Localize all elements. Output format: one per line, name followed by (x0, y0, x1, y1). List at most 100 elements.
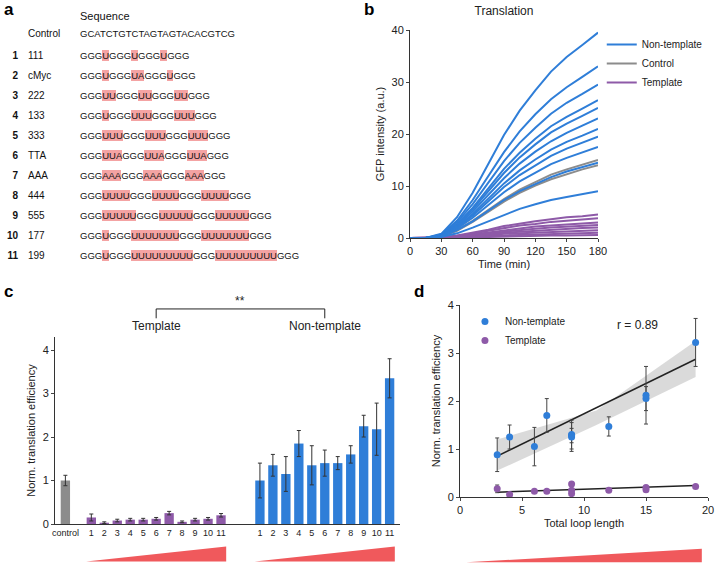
svg-text:**: ** (235, 294, 245, 308)
html-text:Control: Control (28, 28, 61, 39)
html-text:GGG U GGG U GGG U GGG: GGG U GGG U GGG U GGG (80, 50, 190, 61)
html-text:133: 133 (28, 110, 45, 121)
svg-text:15: 15 (640, 504, 652, 516)
html-text:177: 177 (28, 230, 45, 241)
html-text:cMyc: cMyc (28, 70, 52, 81)
svg-text:1: 1 (257, 528, 262, 538)
svg-text:0: 0 (448, 491, 454, 503)
svg-text:7: 7 (167, 528, 172, 538)
html-text:TTA: TTA (28, 150, 47, 161)
svg-text:Non-template: Non-template (289, 319, 361, 333)
svg-text:4: 4 (43, 344, 49, 356)
svg-text:4: 4 (448, 299, 454, 311)
svg-text:30: 30 (435, 245, 447, 257)
html-text:GGG UUU GGG UUU GGG UUU GGG: GGG UUU GGG UUU GGG UUU GGG (80, 130, 231, 141)
html-text:111: 111 (28, 50, 44, 61)
svg-text:11: 11 (385, 528, 394, 538)
html-text:GGG U GGG UA GGG U GGG: GGG U GGG UA GGG U GGG (80, 70, 196, 81)
svg-text:Template: Template (505, 335, 546, 346)
svg-text:Total loop length: Total loop length (544, 517, 624, 529)
html-text:333: 333 (28, 130, 45, 141)
svg-text:2: 2 (448, 395, 454, 407)
html-text:555: 555 (28, 210, 45, 221)
svg-text:10: 10 (203, 528, 213, 538)
html-text:Sequence: Sequence (80, 10, 130, 22)
svg-text:Norm. translation efficiency: Norm. translation efficiency (430, 334, 442, 467)
svg-text:8: 8 (348, 528, 353, 538)
html-text:c: c (4, 282, 14, 301)
svg-text:0: 0 (43, 518, 49, 530)
html-text:1: 1 (12, 50, 18, 61)
html-text:GGG UU GGG UU GGG UU GGG: GGG UU GGG UU GGG UU GGG (80, 90, 210, 101)
html-text:b: b (364, 0, 375, 19)
svg-text:2: 2 (102, 528, 107, 538)
html-text:GGG U GGG UUU GGG UUU GGG: GGG U GGG UUU GGG UUU GGG (80, 110, 217, 121)
svg-text:10: 10 (578, 504, 590, 516)
svg-text:Template: Template (642, 77, 683, 88)
svg-text:9: 9 (193, 528, 198, 538)
svg-text:Non-template: Non-template (642, 39, 702, 50)
svg-text:Norm. translation efficiency: Norm. translation efficiency (25, 364, 37, 497)
svg-text:60: 60 (467, 245, 479, 257)
svg-text:2: 2 (270, 528, 275, 538)
svg-text:20: 20 (702, 504, 714, 516)
html-text:GGG U GGG UUUUUUU GGG UUUUUUU: GGG U GGG UUUUUUU GGG UUUUUUU GGG (80, 230, 272, 241)
html-text:444: 444 (28, 190, 45, 201)
svg-text:11: 11 (216, 528, 225, 538)
svg-text:4: 4 (296, 528, 301, 538)
html-text:d: d (414, 282, 425, 301)
svg-text:Time (min): Time (min) (478, 258, 530, 270)
svg-text:150: 150 (557, 245, 575, 257)
svg-text:1: 1 (89, 528, 94, 538)
svg-text:3: 3 (43, 387, 49, 399)
svg-text:0: 0 (457, 504, 463, 516)
html-text:GGG UUUU GGG UUUU GGG UUUU GGG: GGG UUUU GGG UUUU GGG UUUU GGG (80, 190, 251, 201)
html-text:222: 222 (28, 90, 45, 101)
svg-text:6: 6 (322, 528, 327, 538)
svg-text:10: 10 (372, 528, 382, 538)
html-text:a: a (4, 0, 14, 19)
svg-text:0: 0 (398, 232, 404, 244)
svg-text:5: 5 (519, 504, 525, 516)
svg-text:90: 90 (498, 245, 510, 257)
svg-text:Control: Control (642, 58, 674, 69)
svg-text:20: 20 (392, 128, 404, 140)
svg-text:180: 180 (589, 245, 607, 257)
svg-text:3: 3 (448, 347, 454, 359)
svg-text:5: 5 (309, 528, 314, 538)
svg-text:10: 10 (392, 180, 404, 192)
html-text:3: 3 (12, 90, 18, 101)
svg-text:GFP intensity (a.u.): GFP intensity (a.u.) (374, 87, 386, 182)
html-text:GGG U GGG UUUUUUUUU GGG UUUUUU: GGG U GGG UUUUUUUUU GGG UUUUUUUUU GGG (80, 250, 300, 261)
svg-text:8: 8 (180, 528, 185, 538)
html-text:4: 4 (12, 110, 18, 121)
html-text:10: 10 (6, 230, 18, 241)
html-text:2: 2 (12, 70, 18, 81)
svg-text:9: 9 (361, 528, 366, 538)
html-text:GGG UUA GGG UUA GGG UUA GGG: GGG UUA GGG UUA GGG UUA GGG (80, 150, 229, 161)
svg-text:120: 120 (526, 245, 544, 257)
html-text:GGG AAA GGG AAA GGG AAA GGG: GGG AAA GGG AAA GGG AAA GGG (80, 170, 226, 181)
svg-text:40: 40 (392, 24, 404, 36)
svg-text:2: 2 (43, 431, 49, 443)
html-text:11: 11 (7, 250, 18, 261)
svg-text:0: 0 (407, 245, 413, 257)
svg-text:4: 4 (128, 528, 133, 538)
svg-text:1: 1 (43, 474, 49, 486)
svg-text:r = 0.89: r = 0.89 (617, 318, 658, 332)
svg-text:7: 7 (335, 528, 340, 538)
svg-text:30: 30 (392, 76, 404, 88)
html-text:AAA: AAA (28, 170, 48, 181)
html-text:199: 199 (28, 250, 45, 261)
svg-text:3: 3 (115, 528, 120, 538)
svg-text:1: 1 (448, 443, 454, 455)
svg-text:Template: Template (132, 319, 181, 333)
html-text:GCATCTGTCTAGTAGTACACGTCG: GCATCTGTCTAGTAGTACACGTCG (80, 28, 235, 39)
svg-text:Non-template: Non-template (505, 316, 565, 327)
svg-text:Translation: Translation (475, 4, 534, 18)
svg-text:control: control (52, 528, 79, 538)
svg-text:6: 6 (154, 528, 159, 538)
svg-text:5: 5 (141, 528, 146, 538)
svg-text:3: 3 (283, 528, 288, 538)
html-text:GGG UUUUU GGG UUUUU GGG UUUUU: GGG UUUUU GGG UUUUU GGG UUUUU GGG (80, 210, 272, 221)
